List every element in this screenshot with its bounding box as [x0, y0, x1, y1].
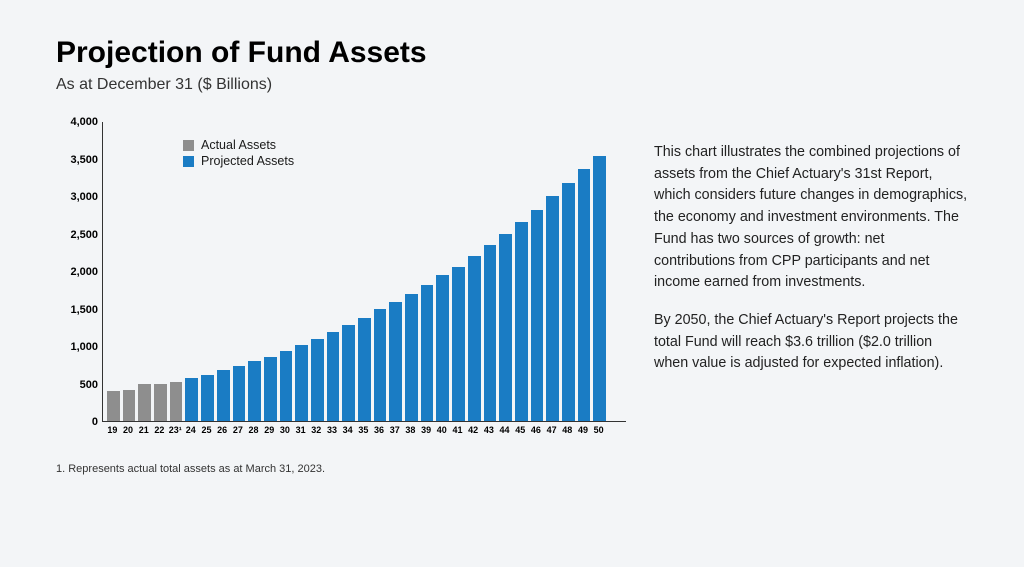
y-tick-label: 0 [92, 416, 98, 428]
x-tick-label: 23¹ [169, 425, 182, 435]
y-axis-labels: 05001,0001,5002,0002,5003,0003,5004,000 [56, 122, 98, 422]
x-tick-label: 35 [357, 425, 370, 435]
description-paragraph-2: By 2050, the Chief Actuary's Report proj… [654, 310, 968, 375]
y-tick-label: 4,000 [70, 116, 98, 128]
description-paragraph-1: This chart illustrates the combined proj… [654, 142, 968, 294]
bars-container [103, 122, 610, 421]
bar [295, 345, 308, 422]
x-axis-labels: 1920212223¹24252627282930313233343536373… [102, 422, 626, 435]
y-tick-label: 2,000 [70, 266, 98, 278]
x-tick-label: 33 [326, 425, 339, 435]
x-tick-label: 21 [137, 425, 150, 435]
bar [248, 361, 261, 421]
x-tick-label: 38 [404, 425, 417, 435]
x-tick-label: 47 [545, 425, 558, 435]
y-tick-label: 3,500 [70, 154, 98, 166]
x-tick-label: 34 [341, 425, 354, 435]
y-tick-label: 500 [80, 379, 98, 391]
x-tick-label: 43 [483, 425, 496, 435]
bar [154, 384, 167, 422]
plot-area: Actual AssetsProjected Assets [102, 122, 626, 422]
x-tick-label: 39 [420, 425, 433, 435]
bar [201, 375, 214, 422]
bar [531, 210, 544, 422]
x-tick-label: 19 [106, 425, 119, 435]
bar [421, 285, 434, 422]
x-tick-label: 42 [467, 425, 480, 435]
bar [123, 390, 136, 422]
bar [233, 366, 246, 422]
x-tick-label: 31 [294, 425, 307, 435]
bar [374, 309, 387, 421]
x-tick-label: 49 [577, 425, 590, 435]
bar [217, 370, 230, 421]
bar [499, 234, 512, 422]
chart-footnote: 1. Represents actual total assets as at … [56, 463, 626, 475]
x-tick-label: 36 [373, 425, 386, 435]
x-tick-label: 22 [153, 425, 166, 435]
bar [405, 294, 418, 422]
page-subtitle: As at December 31 ($ Billions) [56, 76, 968, 94]
bar [311, 339, 324, 422]
x-tick-label: 50 [592, 425, 605, 435]
x-tick-label: 28 [247, 425, 260, 435]
x-tick-label: 41 [451, 425, 464, 435]
bar [484, 245, 497, 421]
x-tick-label: 30 [279, 425, 292, 435]
x-tick-label: 46 [530, 425, 543, 435]
y-tick-label: 1,000 [70, 341, 98, 353]
y-tick-label: 1,500 [70, 304, 98, 316]
y-tick-label: 3,000 [70, 191, 98, 203]
x-tick-label: 20 [122, 425, 135, 435]
x-tick-label: 26 [216, 425, 229, 435]
bar [452, 267, 465, 421]
x-tick-label: 44 [498, 425, 511, 435]
bar [546, 196, 559, 421]
x-tick-label: 37 [388, 425, 401, 435]
bar [358, 318, 371, 422]
chart-column: 05001,0001,5002,0002,5003,0003,5004,000 … [56, 122, 626, 475]
x-tick-label: 25 [200, 425, 213, 435]
content-row: 05001,0001,5002,0002,5003,0003,5004,000 … [56, 122, 968, 475]
bar [562, 183, 575, 421]
bar [138, 384, 151, 421]
assets-bar-chart: 05001,0001,5002,0002,5003,0003,5004,000 … [56, 122, 626, 435]
y-tick-label: 2,500 [70, 229, 98, 241]
bar [593, 156, 606, 421]
x-tick-label: 27 [232, 425, 245, 435]
x-tick-label: 29 [263, 425, 276, 435]
x-tick-label: 48 [561, 425, 574, 435]
bar [578, 169, 591, 421]
bar [264, 357, 277, 422]
bar [327, 332, 340, 421]
bar [280, 351, 293, 422]
x-tick-label: 32 [310, 425, 323, 435]
bar [468, 256, 481, 421]
bar [389, 302, 402, 421]
bar [170, 382, 183, 421]
bar [185, 378, 198, 421]
bar [342, 325, 355, 421]
bar [515, 222, 528, 421]
x-tick-label: 24 [184, 425, 197, 435]
x-tick-label: 45 [514, 425, 527, 435]
bar [107, 391, 120, 421]
bar [436, 275, 449, 421]
description-column: This chart illustrates the combined proj… [654, 122, 968, 375]
page-title: Projection of Fund Assets [56, 36, 968, 70]
x-tick-label: 40 [435, 425, 448, 435]
